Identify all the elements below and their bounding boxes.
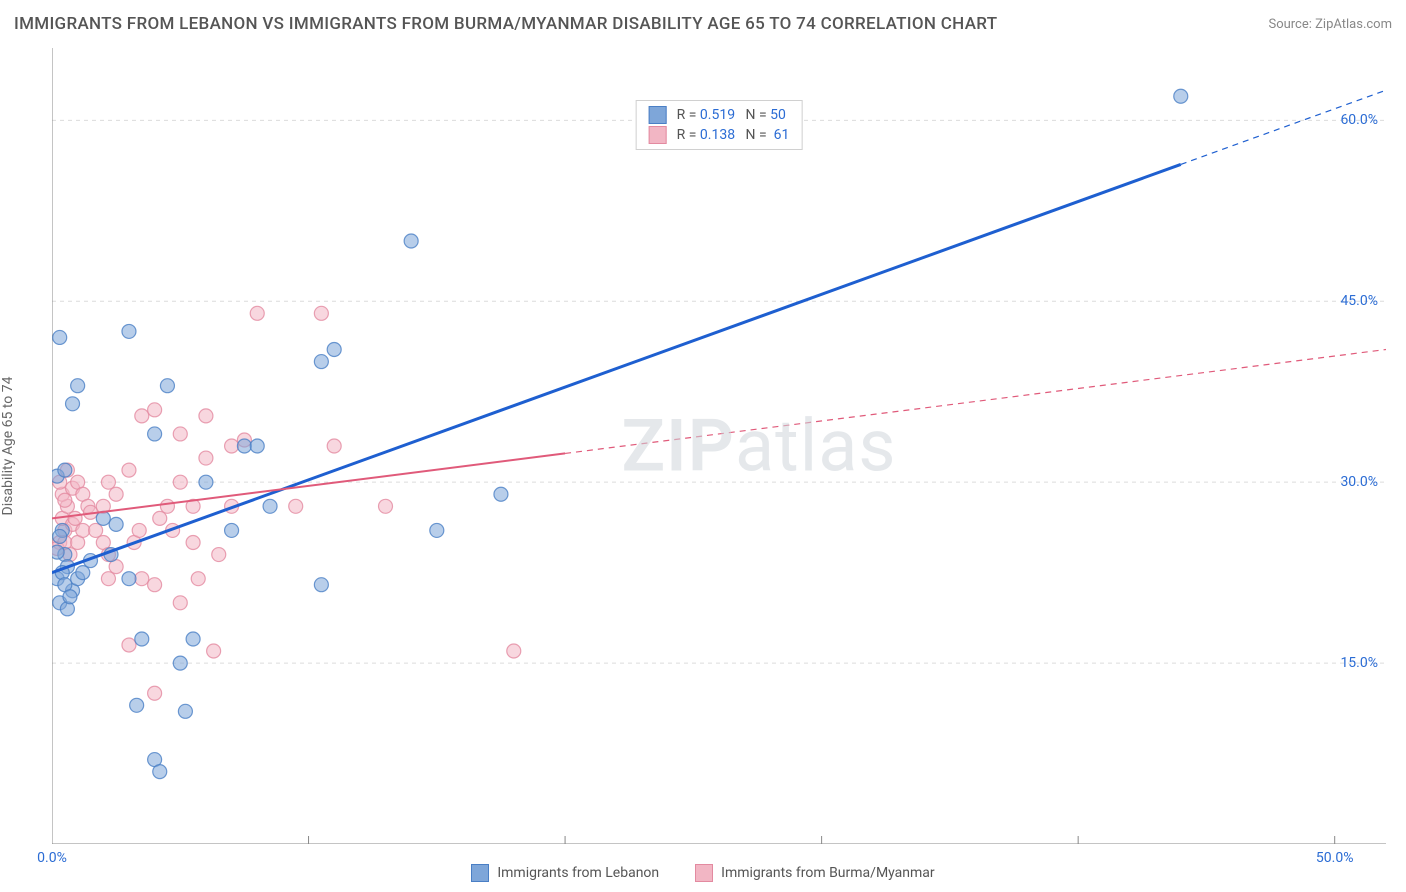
- y-tick-label: 60.0%: [1340, 112, 1378, 128]
- source-label: Source: ZipAtlas.com: [1268, 17, 1392, 32]
- correlation-legend-row: R = 0.519 N = 50: [649, 105, 790, 125]
- series-legend: Immigrants from Lebanon Immigrants from B…: [0, 864, 1406, 882]
- legend-swatch: [695, 864, 713, 882]
- correlation-legend: R = 0.519 N = 50R = 0.138 N = 61: [636, 100, 803, 150]
- legend-label: Immigrants from Lebanon: [497, 865, 659, 881]
- plot-area: ZIPatlas R = 0.519 N = 50R = 0.138 N = 6…: [52, 48, 1386, 844]
- legend-label: Immigrants from Burma/Myanmar: [721, 865, 935, 881]
- y-tick-label: 30.0%: [1340, 474, 1378, 490]
- y-tick-label: 45.0%: [1340, 293, 1378, 309]
- title-bar: IMMIGRANTS FROM LEBANON VS IMMIGRANTS FR…: [14, 14, 1392, 34]
- scatter-chart: [52, 48, 1386, 844]
- legend-item: Immigrants from Lebanon: [471, 864, 659, 882]
- legend-item: Immigrants from Burma/Myanmar: [695, 864, 935, 882]
- y-axis-label: Disability Age 65 to 74: [0, 377, 16, 516]
- y-tick-label: 15.0%: [1340, 655, 1378, 671]
- correlation-legend-row: R = 0.138 N = 61: [649, 125, 790, 145]
- legend-swatch: [649, 106, 667, 124]
- legend-swatch: [649, 126, 667, 144]
- legend-swatch: [471, 864, 489, 882]
- chart-title: IMMIGRANTS FROM LEBANON VS IMMIGRANTS FR…: [14, 14, 997, 34]
